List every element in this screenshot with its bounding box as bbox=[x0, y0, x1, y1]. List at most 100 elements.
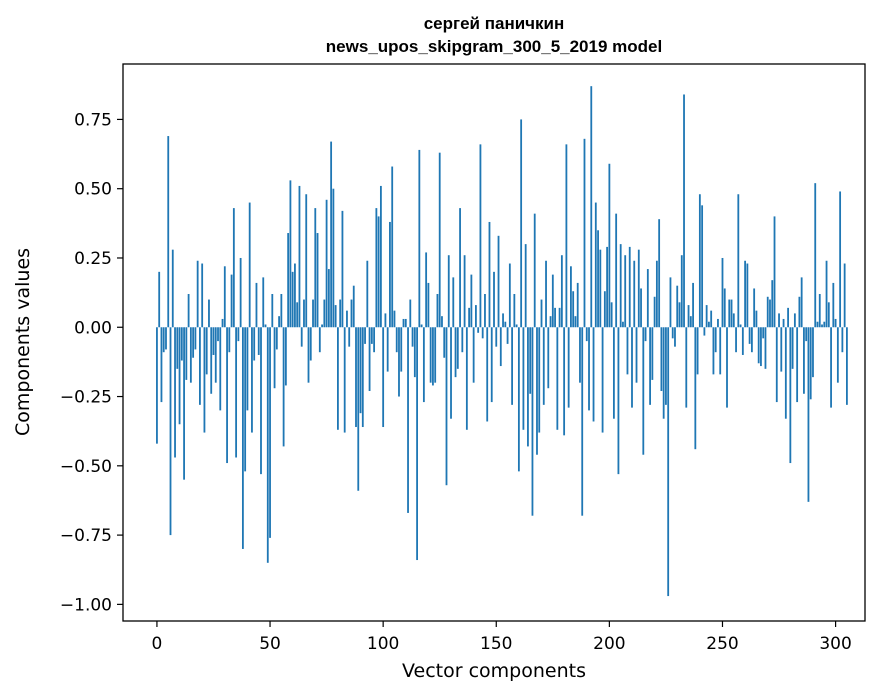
bar-component-206 bbox=[622, 321, 624, 328]
bar-component-87 bbox=[352, 285, 355, 328]
bar-component-237 bbox=[692, 282, 694, 328]
bar-component-189 bbox=[583, 138, 586, 328]
bar-component-249 bbox=[719, 327, 722, 375]
bar-component-159 bbox=[515, 324, 518, 328]
bar-component-276 bbox=[780, 327, 783, 372]
bar-component-30 bbox=[223, 266, 226, 328]
bar-component-184 bbox=[572, 291, 575, 328]
bar-component-118 bbox=[422, 327, 425, 403]
bar-component-157 bbox=[511, 327, 513, 405]
bar-component-27 bbox=[217, 327, 219, 342]
bar-component-86 bbox=[350, 299, 353, 328]
bar-component-200 bbox=[608, 163, 611, 328]
bar-component-260 bbox=[744, 260, 747, 328]
bar-component-255 bbox=[732, 313, 735, 328]
bar-component-58 bbox=[287, 233, 290, 328]
bar-component-75 bbox=[325, 199, 328, 328]
bar-component-228 bbox=[671, 327, 674, 339]
bar-component-273 bbox=[773, 216, 776, 328]
bar-component-119 bbox=[425, 252, 428, 328]
bar-component-95 bbox=[370, 327, 373, 344]
bar-component-251 bbox=[723, 288, 726, 328]
bar-component-137 bbox=[465, 327, 468, 430]
bar-component-18 bbox=[196, 260, 199, 328]
bar-component-282 bbox=[793, 313, 796, 328]
bar-component-124 bbox=[436, 294, 439, 328]
bar-component-96 bbox=[373, 327, 376, 353]
bar-component-105 bbox=[393, 310, 396, 328]
bar-component-170 bbox=[540, 299, 543, 328]
bar-component-67 bbox=[307, 327, 310, 383]
bar-component-283 bbox=[796, 327, 799, 403]
bar-component-153 bbox=[502, 313, 504, 328]
bar-component-290 bbox=[812, 327, 814, 378]
bar-component-19 bbox=[199, 327, 201, 405]
bar-component-15 bbox=[189, 327, 192, 383]
bar-component-162 bbox=[522, 327, 525, 430]
bar-component-214 bbox=[640, 288, 642, 328]
bar-component-3 bbox=[162, 327, 165, 353]
bar-component-151 bbox=[497, 235, 500, 328]
x-tick-label: 100 bbox=[367, 634, 399, 654]
bar-component-80 bbox=[337, 327, 339, 430]
x-tick-label: 300 bbox=[819, 634, 851, 654]
bar-component-54 bbox=[278, 316, 280, 328]
bar-component-194 bbox=[594, 202, 597, 328]
bar-component-303 bbox=[841, 327, 844, 353]
bar-component-190 bbox=[585, 327, 588, 342]
bar-component-72 bbox=[318, 327, 321, 353]
bar-component-289 bbox=[809, 327, 812, 400]
y-tick-label: −0.75 bbox=[60, 526, 112, 546]
bar-component-11 bbox=[180, 327, 183, 361]
bar-component-107 bbox=[398, 327, 400, 397]
bar-component-110 bbox=[404, 318, 407, 328]
bar-component-41 bbox=[248, 202, 251, 328]
bar-component-201 bbox=[610, 302, 613, 328]
bar-component-48 bbox=[264, 324, 267, 328]
bar-component-270 bbox=[766, 296, 769, 328]
bar-component-182 bbox=[567, 327, 570, 408]
bar-component-195 bbox=[597, 230, 599, 328]
bar-component-272 bbox=[771, 280, 774, 328]
bar-component-229 bbox=[674, 327, 676, 347]
bar-component-244 bbox=[708, 321, 710, 328]
y-axis-label: Components values bbox=[12, 248, 34, 436]
bar-component-245 bbox=[710, 310, 713, 328]
bar-component-17 bbox=[194, 327, 197, 350]
bar-component-175 bbox=[551, 274, 554, 328]
bar-component-232 bbox=[680, 255, 683, 328]
bar-component-56 bbox=[282, 327, 285, 447]
bar-component-31 bbox=[226, 327, 228, 464]
bar-component-98 bbox=[377, 216, 380, 328]
bar-component-136 bbox=[463, 255, 466, 328]
bar-component-284 bbox=[798, 296, 801, 328]
bar-component-177 bbox=[556, 327, 559, 430]
bar-component-298 bbox=[830, 327, 832, 408]
bar-component-101 bbox=[384, 313, 387, 328]
bar-component-102 bbox=[386, 327, 389, 372]
bar-component-234 bbox=[685, 327, 688, 408]
bar-component-302 bbox=[839, 191, 842, 328]
bar-component-65 bbox=[303, 299, 305, 328]
bar-component-120 bbox=[427, 282, 430, 328]
x-tick-label: 200 bbox=[593, 634, 625, 654]
bar-component-247 bbox=[714, 327, 717, 353]
bar-component-277 bbox=[782, 318, 785, 328]
bar-component-213 bbox=[637, 249, 640, 328]
bar-component-165 bbox=[529, 327, 532, 394]
bar-component-158 bbox=[513, 294, 516, 328]
bar-component-293 bbox=[818, 294, 821, 328]
bar-component-52 bbox=[273, 327, 276, 389]
bar-component-288 bbox=[807, 327, 810, 502]
bar-component-263 bbox=[750, 327, 753, 353]
bar-component-271 bbox=[769, 299, 771, 328]
bar-component-193 bbox=[592, 327, 595, 422]
bar-component-131 bbox=[452, 277, 455, 328]
bar-component-163 bbox=[524, 244, 527, 328]
bar-component-266 bbox=[757, 327, 760, 364]
y-tick-label: 0.25 bbox=[74, 249, 112, 269]
bar-component-76 bbox=[327, 269, 330, 328]
bar-component-144 bbox=[481, 327, 484, 339]
bar-component-22 bbox=[205, 327, 208, 375]
